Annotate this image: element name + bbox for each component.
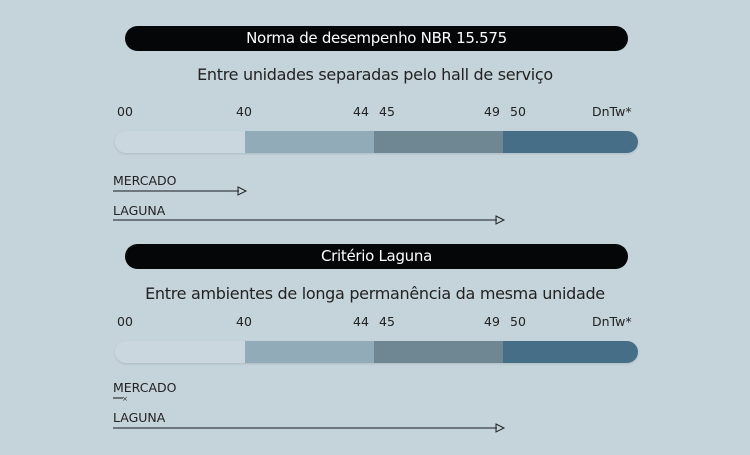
series-label-mercado: MERCADO	[113, 380, 177, 395]
band-0-40	[115, 131, 245, 153]
tick-label: 49	[484, 314, 500, 329]
band-0-40	[115, 341, 245, 363]
tick-label: 44	[353, 314, 369, 329]
series-arrow-head	[495, 215, 506, 225]
tick-label: 45	[379, 104, 395, 119]
tick-label: 00	[117, 104, 133, 119]
tick-label: 50	[510, 104, 526, 119]
tick-label-unit: DnTw*	[592, 104, 632, 119]
series-zero-marker: ×	[122, 395, 128, 403]
band-45-49	[374, 341, 503, 363]
band-50-plus	[503, 341, 638, 363]
tick-label-unit: DnTw*	[592, 314, 632, 329]
scale-bar	[115, 341, 638, 363]
tick-label: 45	[379, 314, 395, 329]
band-50-plus	[503, 131, 638, 153]
tick-label: 50	[510, 314, 526, 329]
series-label-laguna: LAGUNA	[113, 410, 166, 425]
chart-subtitle: Entre ambientes de longa permanência da …	[145, 284, 605, 303]
chart-title: Norma de desempenho NBR 15.575	[125, 26, 628, 51]
tick-label: 49	[484, 104, 500, 119]
series-label-laguna: LAGUNA	[113, 203, 166, 218]
scale-bar	[115, 131, 638, 153]
chart-subtitle: Entre unidades separadas pelo hall de se…	[197, 65, 553, 84]
tick-label: 40	[236, 104, 252, 119]
tick-label: 44	[353, 104, 369, 119]
tick-label: 00	[117, 314, 133, 329]
band-45-49	[374, 131, 503, 153]
series-arrow-head	[495, 423, 506, 433]
tick-label: 40	[236, 314, 252, 329]
band-40-44	[245, 341, 374, 363]
series-arrow-head	[237, 186, 248, 196]
series-label-mercado: MERCADO	[113, 173, 177, 188]
band-40-44	[245, 131, 374, 153]
chart-title: Critério Laguna	[125, 244, 628, 269]
